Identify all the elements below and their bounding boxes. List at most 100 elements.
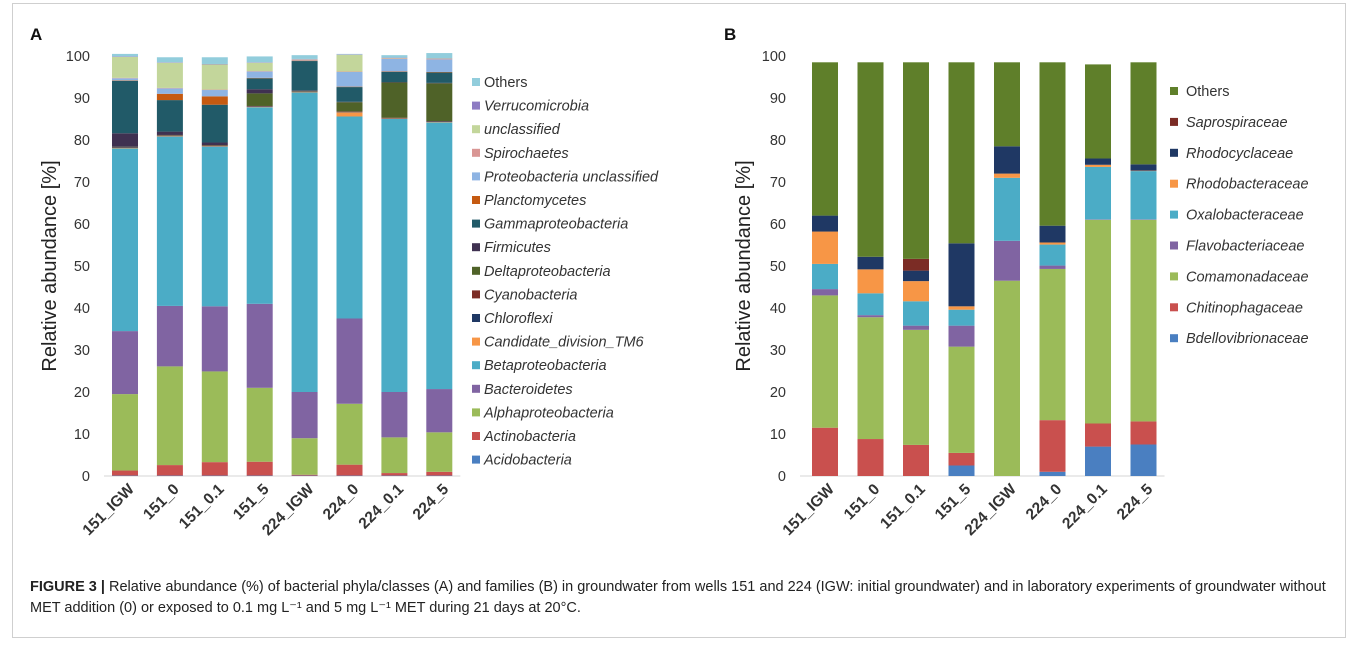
y-tick-label: 100: [762, 49, 786, 65]
bar-segment: [336, 403, 363, 465]
bar-segment: [948, 309, 975, 326]
legend-entry: Alphaproteobacteria: [483, 405, 614, 421]
bar-segment: [948, 325, 975, 347]
bar-segment: [291, 392, 318, 439]
x-tick-label: 224_5: [1114, 481, 1157, 524]
chart-panel-b: B Relative abundance [%] 0 10 20 30 40 50 60 70 80…: [724, 25, 1309, 539]
legend-swatch: [1170, 272, 1178, 281]
legend-entry: unclassified: [484, 122, 561, 138]
legend-entry: Comamonadaceae: [1186, 269, 1309, 285]
legend-entry: Actinobacteria: [483, 429, 576, 445]
bar-segment: [1039, 242, 1066, 245]
x-tick-label: 224_0: [1023, 481, 1066, 524]
bar-segment: [812, 295, 838, 428]
bar-segment: [156, 100, 183, 132]
y-tick-label: 0: [778, 469, 786, 485]
x-tick-label: 151_5: [230, 481, 273, 524]
bar-segment: [948, 243, 975, 307]
bar-segment: [857, 269, 884, 294]
bar-segment: [112, 78, 138, 81]
bar-segment: [1085, 164, 1111, 167]
legend-swatch: [472, 172, 480, 181]
legend-entry: Rhodobacteraceae: [1186, 177, 1309, 193]
legend-swatch: [1170, 179, 1178, 188]
y-tick-label: 0: [82, 469, 90, 485]
bar-segment: [903, 270, 929, 282]
bar-segment: [201, 146, 228, 307]
bar-segment: [291, 61, 318, 91]
bar-segment: [112, 80, 138, 134]
figure-charts: A Relative abundance [%] 0 10 20 30 40 50 60 70 80…: [30, 25, 1309, 539]
figure-caption: FIGURE 3 | Relative abundance (%) of bac…: [30, 577, 1330, 619]
bar-segment: [903, 62, 929, 259]
bar-segment: [291, 438, 318, 475]
legend-swatch: [472, 361, 480, 370]
legend-swatch: [1170, 148, 1178, 157]
x-tick-label: 224_0.1: [1059, 481, 1111, 533]
bar-segment: [112, 331, 138, 395]
panel-label: B: [724, 25, 736, 44]
bar-segment: [381, 82, 408, 118]
y-axis-label: Relative abundance [%]: [39, 160, 61, 371]
bar-segment: [246, 461, 273, 476]
bar-segment: [246, 56, 273, 63]
legend-entry: Others: [484, 75, 528, 91]
bar-segment: [201, 64, 228, 90]
bar-segment: [857, 315, 884, 318]
legend-swatch: [1170, 87, 1178, 95]
bar-segment: [1130, 444, 1157, 476]
y-tick-label: 10: [74, 427, 90, 443]
y-tick-label: 30: [770, 343, 786, 359]
y-tick-label: 90: [770, 91, 786, 107]
panel-label: A: [30, 25, 42, 44]
bar-segment: [156, 93, 183, 101]
bar-segment: [857, 317, 884, 440]
bar-segment: [381, 119, 408, 392]
y-tick-label: 70: [74, 175, 90, 191]
legend-entry: Firmicutes: [484, 240, 551, 256]
bar-segment: [381, 392, 408, 438]
bar-segment: [246, 78, 273, 90]
bar-segment: [336, 54, 363, 72]
bar-segment: [381, 71, 408, 83]
figure-frame: [12, 3, 1346, 638]
bar-segment: [1039, 62, 1066, 226]
bar-segment: [336, 71, 363, 87]
legend-entry: Deltaproteobacteria: [484, 264, 611, 280]
bar-segment: [336, 464, 363, 476]
bar-segment: [156, 366, 183, 466]
y-tick-label: 20: [74, 385, 90, 401]
legend-entry: Spirochaetes: [484, 146, 569, 162]
bar-segment: [1130, 164, 1157, 171]
bar-segment: [812, 427, 838, 476]
legend-swatch: [1170, 117, 1178, 126]
bar-segment: [426, 53, 453, 59]
bar-segment: [1085, 423, 1111, 447]
legend-swatch: [1170, 303, 1178, 312]
bar-segment: [426, 59, 453, 72]
bar-segment: [994, 177, 1020, 241]
caption-text: Relative abundance (%) of bacterial phyl…: [30, 579, 1326, 616]
legend-entry: Chitinophagaceae: [1186, 300, 1303, 316]
bar-segment: [291, 92, 318, 392]
bar-segment: [903, 329, 929, 445]
legend-entry: Planctomycetes: [484, 193, 586, 209]
x-tick-label: 151_0.1: [176, 481, 228, 533]
bar-segment: [156, 136, 183, 306]
chart-panel-a: A Relative abundance [%] 0 10 20 30 40 50 60 70 80…: [30, 25, 659, 539]
legend-swatch: [472, 219, 480, 228]
legend-swatch: [1170, 210, 1178, 219]
bar-segment: [994, 280, 1020, 476]
bar-segment: [994, 146, 1020, 174]
y-tick-label: 40: [770, 301, 786, 317]
legend-entry: Saprospiraceae: [1186, 115, 1288, 131]
bar-segment: [112, 470, 138, 476]
bar-segment: [1039, 225, 1066, 243]
x-tick-label: 151_5: [932, 481, 975, 524]
bar-segment: [1085, 166, 1111, 220]
y-tick-label: 50: [770, 259, 786, 275]
legend-swatch: [1170, 241, 1178, 250]
bar-segment: [994, 173, 1020, 178]
legend-swatch: [472, 337, 480, 346]
bar-segment: [112, 394, 138, 471]
